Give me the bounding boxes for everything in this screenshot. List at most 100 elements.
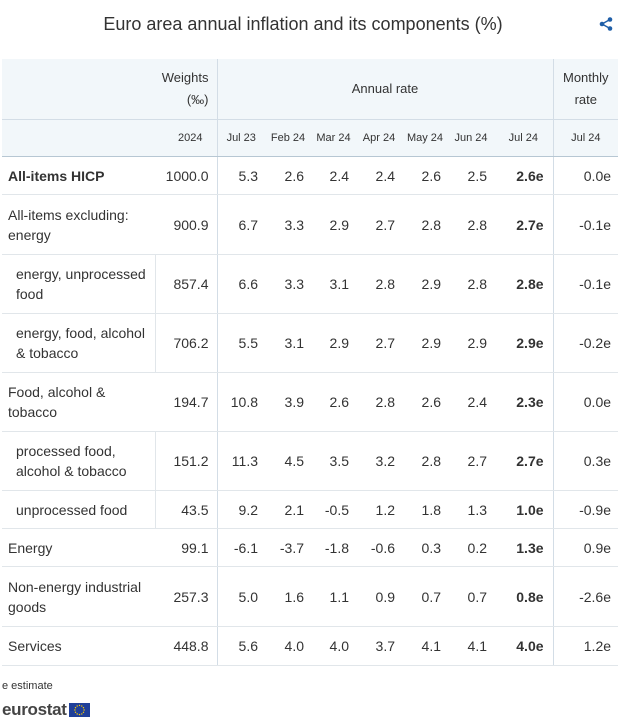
table-cell: 2.7 xyxy=(448,431,494,491)
table-cell: 2.9 xyxy=(311,313,356,373)
table-cell: 2.6e xyxy=(494,156,554,195)
table-cell: 5.6 xyxy=(216,626,265,666)
table-cell: 9.2 xyxy=(216,490,265,529)
table-cell: 99.1 xyxy=(155,528,217,567)
table-cell: 0.3 xyxy=(402,528,448,567)
table-cell: 857.4 xyxy=(155,254,217,314)
table-cell: -0.5 xyxy=(311,490,356,529)
table-cell: 1.2 xyxy=(356,490,402,529)
table-cell: 2.8 xyxy=(448,254,494,314)
table-cell: -2.6e xyxy=(552,566,619,627)
period-header: Apr 24 xyxy=(356,119,402,157)
table-cell: 2.7 xyxy=(356,194,402,255)
table-cell: 5.0 xyxy=(216,566,265,627)
table-cell: 1000.0 xyxy=(155,156,217,195)
table-row: Non-energy industrial goods 257.3 5.0 1.6 1.… xyxy=(2,566,619,627)
period-header-row: 2024 Jul 23 Feb 24 Mar 24 Apr 24 May 24 … xyxy=(2,119,619,157)
table-cell: -0.9e xyxy=(552,490,619,529)
table-row: unprocessed food 43.5 9.2 2.1 -0.5 1.2 1.8 1.3 1… xyxy=(2,490,619,529)
row-label: All-items HICP xyxy=(2,156,155,195)
table-cell: 2.8 xyxy=(402,194,448,255)
table-cell: 2.1 xyxy=(265,490,311,529)
table-cell: 2.8 xyxy=(356,372,402,432)
table-cell: 0.0e xyxy=(552,372,619,432)
period-header: Feb 24 xyxy=(265,119,311,157)
table-cell: 4.5 xyxy=(265,431,311,491)
table-cell: 2.3e xyxy=(494,372,554,432)
table-cell: 2.9 xyxy=(311,194,356,255)
table-row: All-items HICP 1000.0 5.3 2.6 2.4 2.4 2.6 2.5 2.… xyxy=(2,156,619,195)
eurostat-logo: eurostat xyxy=(2,700,90,720)
period-header: Jul 24 xyxy=(552,119,619,157)
table-cell: -0.1e xyxy=(552,194,619,255)
table-cell: 2.6 xyxy=(311,372,356,432)
table-cell: 10.8 xyxy=(216,372,265,432)
table-cell: 2.8 xyxy=(448,194,494,255)
share-icon[interactable] xyxy=(598,16,614,32)
table-cell: -3.7 xyxy=(265,528,311,567)
row-label: processed food, alcohol & tobacco xyxy=(2,431,156,491)
row-label: Services xyxy=(2,626,155,666)
table-cell: 0.2 xyxy=(448,528,494,567)
table-cell: 6.7 xyxy=(216,194,265,255)
table-cell: 4.1 xyxy=(402,626,448,666)
table-row: processed food, alcohol & tobacco 151.2 11… xyxy=(2,431,619,491)
table-row: Energy 99.1 -6.1 -3.7 -1.8 -0.6 0.3 0.2 1.3e 0.9e xyxy=(2,528,619,567)
eu-flag-icon xyxy=(68,703,90,717)
period-header: Jun 24 xyxy=(448,119,494,157)
table-cell: 194.7 xyxy=(155,372,217,432)
table-cell: 151.2 xyxy=(155,431,217,491)
row-label: All-items excluding: energy xyxy=(2,194,155,255)
row-label: unprocessed food xyxy=(2,490,156,529)
table-cell: 0.7 xyxy=(402,566,448,627)
table-row: energy, food, alcohol & tobacco 706.2 5.5 3… xyxy=(2,313,619,373)
table-cell: 3.2 xyxy=(356,431,402,491)
table-cell: -0.2e xyxy=(552,313,619,373)
table-cell: 2.9 xyxy=(402,313,448,373)
period-header: 2024 xyxy=(155,119,217,157)
table-cell: 4.0 xyxy=(311,626,356,666)
table-cell: 4.1 xyxy=(448,626,494,666)
table-cell: 706.2 xyxy=(155,313,217,373)
table-cell: -6.1 xyxy=(216,528,265,567)
period-header: Jul 24 xyxy=(494,119,554,157)
period-header: May 24 xyxy=(402,119,448,157)
table-cell: 2.6 xyxy=(402,372,448,432)
inflation-table: Weights (‰) Annual rate Monthly rate 2024 … xyxy=(2,59,619,666)
table-cell: 3.1 xyxy=(311,254,356,314)
table-cell: 1.1 xyxy=(311,566,356,627)
table-cell: 2.4 xyxy=(448,372,494,432)
period-header: Jul 23 xyxy=(216,119,265,157)
table-cell: 6.6 xyxy=(216,254,265,314)
table-cell: 11.3 xyxy=(216,431,265,491)
table-cell: 3.1 xyxy=(265,313,311,373)
table-cell: 1.3 xyxy=(448,490,494,529)
table-cell: 2.4 xyxy=(311,156,356,195)
table-cell: 1.8 xyxy=(402,490,448,529)
table-row: energy, unprocessed food 857.4 6.6 3.3 3.1 2.… xyxy=(2,254,619,314)
table-cell: 2.7 xyxy=(356,313,402,373)
table-cell: 0.9e xyxy=(552,528,619,567)
table-cell: 2.8 xyxy=(402,431,448,491)
table-cell: 4.0 xyxy=(265,626,311,666)
table-cell: 448.8 xyxy=(155,626,217,666)
footnote: e estimate xyxy=(2,680,53,692)
table-cell: 2.4 xyxy=(356,156,402,195)
table-cell: 1.6 xyxy=(265,566,311,627)
table-cell: 2.5 xyxy=(448,156,494,195)
table-cell: 3.9 xyxy=(265,372,311,432)
page-title: Euro area annual inflation and its compo… xyxy=(103,14,503,34)
table-row: Food, alcohol & tobacco 194.7 10.8 3.9 2.6 2.… xyxy=(2,372,619,432)
table-cell: 3.3 xyxy=(265,194,311,255)
table-row: Services 448.8 5.6 4.0 4.0 3.7 4.1 4.1 4.0e 1.2e xyxy=(2,626,619,666)
table-cell: 0.9 xyxy=(356,566,402,627)
table-cell: 2.6 xyxy=(402,156,448,195)
table-cell: 43.5 xyxy=(155,490,217,529)
table-cell: 5.5 xyxy=(216,313,265,373)
table-cell: 2.6 xyxy=(265,156,311,195)
table-cell: 2.9 xyxy=(448,313,494,373)
table-cell: 2.9e xyxy=(494,313,554,373)
table-cell: 3.7 xyxy=(356,626,402,666)
period-header: Mar 24 xyxy=(311,119,356,157)
table-cell: 2.8 xyxy=(356,254,402,314)
